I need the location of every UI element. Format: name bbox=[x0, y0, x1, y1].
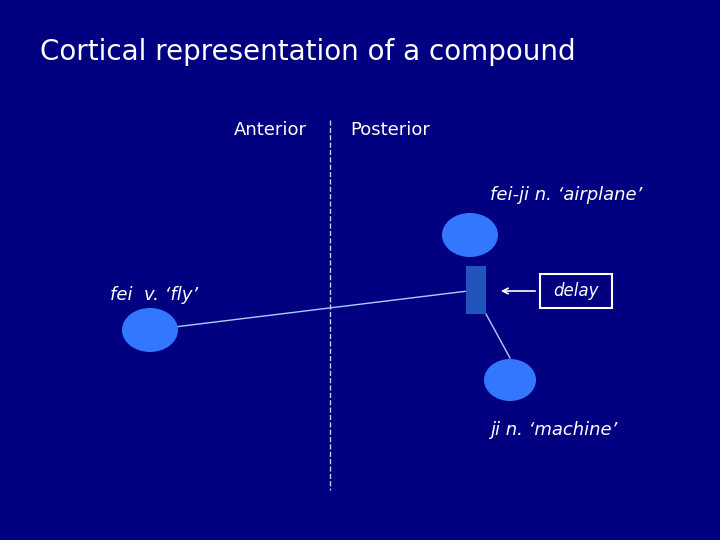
Text: Posterior: Posterior bbox=[350, 121, 430, 139]
Text: Cortical representation of a compound: Cortical representation of a compound bbox=[40, 38, 575, 66]
Ellipse shape bbox=[122, 308, 178, 352]
Text: fei-ji n. ‘airplane’: fei-ji n. ‘airplane’ bbox=[490, 186, 642, 204]
Ellipse shape bbox=[484, 359, 536, 401]
Ellipse shape bbox=[442, 213, 498, 257]
Bar bbox=[540, 274, 612, 308]
Bar bbox=[466, 266, 486, 314]
Text: delay: delay bbox=[553, 282, 599, 300]
Text: Anterior: Anterior bbox=[233, 121, 307, 139]
Text: ji n. ‘machine’: ji n. ‘machine’ bbox=[490, 421, 617, 439]
Text: fei  v. ‘fly’: fei v. ‘fly’ bbox=[110, 286, 198, 304]
